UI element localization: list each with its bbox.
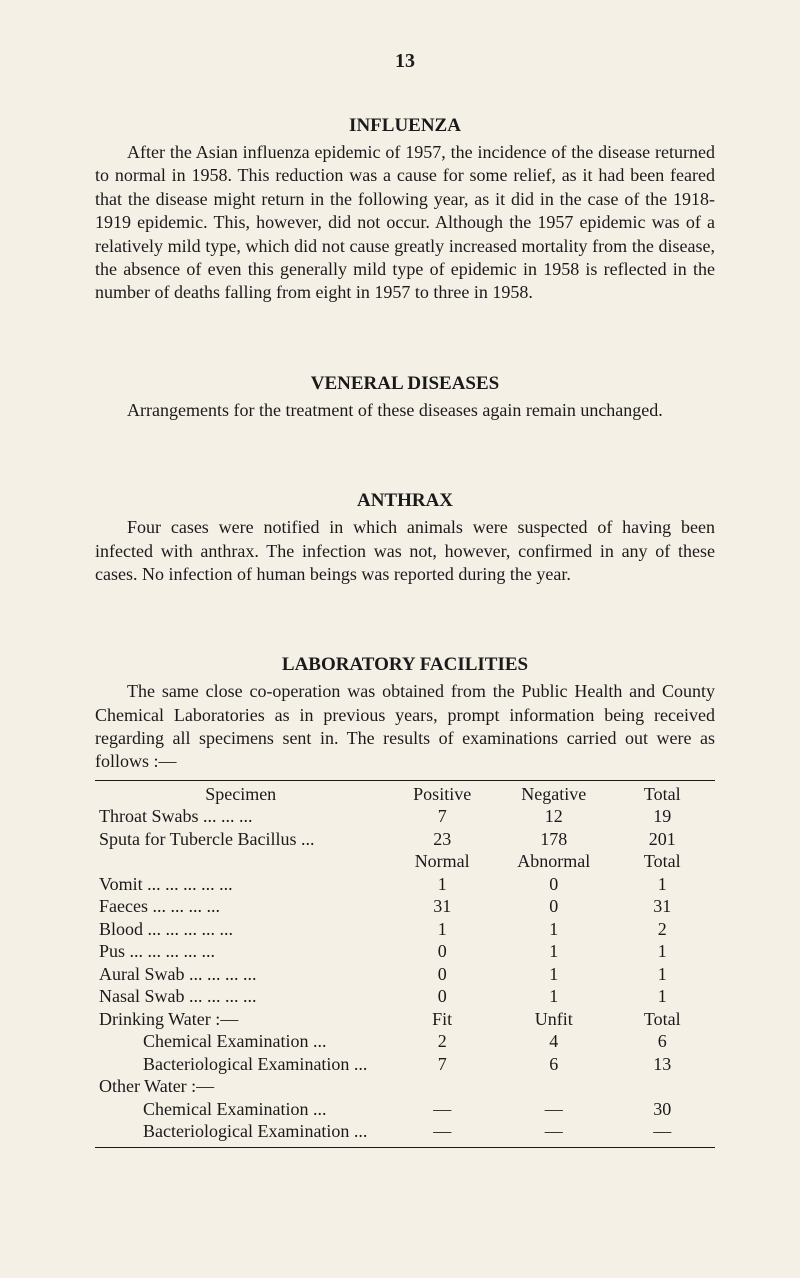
cell-value: 2	[386, 1030, 498, 1053]
cell-value: 1	[610, 985, 715, 1008]
table-header-row: Other Water :—	[95, 1075, 715, 1098]
section-title-veneral: VENERAL DISEASES	[95, 373, 715, 395]
table-row: Chemical Examination ... 2 4 6	[95, 1030, 715, 1053]
table-row: Bacteriological Examination ... 7 6 13	[95, 1053, 715, 1076]
table-header-row: Drinking Water :— Fit Unfit Total	[95, 1008, 715, 1031]
group-header-drinking-water: Drinking Water :—	[95, 1008, 386, 1031]
col-header-total: Total	[610, 783, 715, 806]
cell-value: 1	[498, 940, 610, 963]
cell-value: 1	[610, 940, 715, 963]
cell-value: 1	[610, 873, 715, 896]
cell-label: Throat Swabs ... ... ...	[95, 805, 386, 828]
cell-value: 7	[386, 1053, 498, 1076]
cell-label: Chemical Examination ...	[95, 1030, 386, 1053]
cell-value: 31	[610, 895, 715, 918]
table-row: Bacteriological Examination ... — — —	[95, 1120, 715, 1143]
cell-value: —	[386, 1120, 498, 1143]
cell-label: Chemical Examination ...	[95, 1098, 386, 1121]
col-header-total: Total	[610, 1008, 715, 1031]
cell-label: Sputa for Tubercle Bacillus ...	[95, 828, 386, 851]
cell-value: —	[498, 1098, 610, 1121]
cell-value: 1	[498, 963, 610, 986]
page: 13 INFLUENZA After the Asian influenza e…	[0, 0, 800, 1278]
table-row: Blood ... ... ... ... ... 1 1 2	[95, 918, 715, 941]
section-title-anthrax: ANTHRAX	[95, 490, 715, 512]
page-number: 13	[95, 50, 715, 73]
cell-label: Aural Swab ... ... ... ...	[95, 963, 386, 986]
table-row: Faeces ... ... ... ... 31 0 31	[95, 895, 715, 918]
group-header-other-water: Other Water :—	[95, 1075, 386, 1098]
cell-value: 4	[498, 1030, 610, 1053]
table-header-row: Specimen Positive Negative Total	[95, 783, 715, 806]
cell-label: Bacteriological Examination ...	[95, 1120, 386, 1143]
cell-label: Faeces ... ... ... ...	[95, 895, 386, 918]
cell-value: 1	[498, 918, 610, 941]
cell-value: 7	[386, 805, 498, 828]
cell-value: —	[498, 1120, 610, 1143]
cell-value: 2	[610, 918, 715, 941]
cell-value: 0	[386, 940, 498, 963]
cell-value: 201	[610, 828, 715, 851]
cell-label: Bacteriological Examination ...	[95, 1053, 386, 1076]
table-row: Aural Swab ... ... ... ... 0 1 1	[95, 963, 715, 986]
cell-value: —	[610, 1120, 715, 1143]
cell-value: 12	[498, 805, 610, 828]
cell-value: 1	[386, 918, 498, 941]
col-header-specimen: Specimen	[95, 783, 386, 806]
table-row: Chemical Examination ... — — 30	[95, 1098, 715, 1121]
paragraph-anthrax: Four cases were notified in which animal…	[95, 516, 715, 586]
cell-value: 19	[610, 805, 715, 828]
table-row: Sputa for Tubercle Bacillus ... 23 178 2…	[95, 828, 715, 851]
section-title-lab: LABORATORY FACILITIES	[95, 654, 715, 676]
table-header-row: Normal Abnormal Total	[95, 850, 715, 873]
cell-value: 13	[610, 1053, 715, 1076]
col-header-total: Total	[610, 850, 715, 873]
cell-value: 6	[498, 1053, 610, 1076]
cell-value: 0	[386, 963, 498, 986]
results-table: Specimen Positive Negative Total Throat …	[95, 780, 715, 1148]
col-header-abnormal: Abnormal	[498, 850, 610, 873]
cell-value: 1	[610, 963, 715, 986]
col-header-unfit: Unfit	[498, 1008, 610, 1031]
paragraph-influenza: After the Asian influenza epidemic of 19…	[95, 141, 715, 305]
cell-value: 6	[610, 1030, 715, 1053]
col-header-fit: Fit	[386, 1008, 498, 1031]
cell-value: 1	[386, 873, 498, 896]
table-row: Pus ... ... ... ... ... 0 1 1	[95, 940, 715, 963]
paragraph-lab: The same close co-operation was obtained…	[95, 680, 715, 774]
cell-value: 0	[386, 985, 498, 1008]
col-header-normal: Normal	[386, 850, 498, 873]
cell-label: Vomit ... ... ... ... ...	[95, 873, 386, 896]
col-header-negative: Negative	[498, 783, 610, 806]
cell-value: 30	[610, 1098, 715, 1121]
cell-label: Nasal Swab ... ... ... ...	[95, 985, 386, 1008]
col-header-positive: Positive	[386, 783, 498, 806]
section-title-influenza: INFLUENZA	[95, 115, 715, 137]
cell-value: 0	[498, 873, 610, 896]
table-row: Nasal Swab ... ... ... ... 0 1 1	[95, 985, 715, 1008]
cell-value: —	[386, 1098, 498, 1121]
cell-label: Pus ... ... ... ... ...	[95, 940, 386, 963]
cell-value: 23	[386, 828, 498, 851]
cell-value: 178	[498, 828, 610, 851]
cell-value: 0	[498, 895, 610, 918]
paragraph-veneral: Arrangements for the treatment of these …	[95, 399, 715, 422]
cell-value: 31	[386, 895, 498, 918]
table-row: Throat Swabs ... ... ... 7 12 19	[95, 805, 715, 828]
cell-value: 1	[498, 985, 610, 1008]
table-row: Vomit ... ... ... ... ... 1 0 1	[95, 873, 715, 896]
cell-label: Blood ... ... ... ... ...	[95, 918, 386, 941]
